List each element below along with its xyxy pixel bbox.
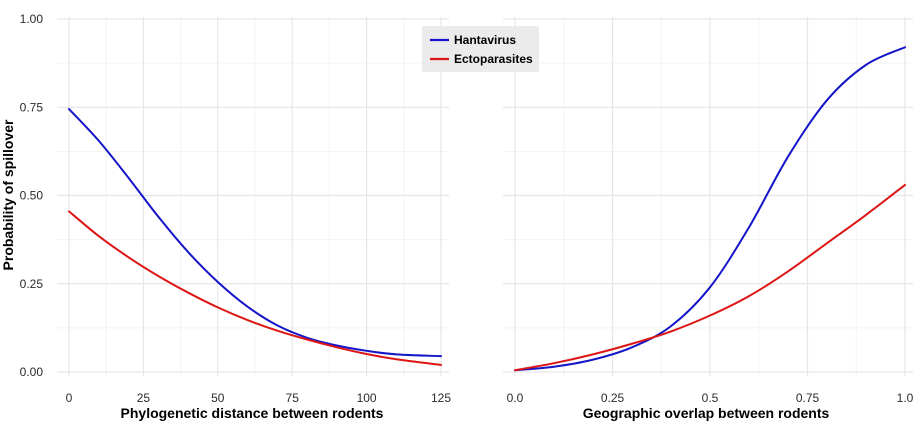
x-tick-label: 25 <box>137 391 151 405</box>
x-axis-title: Geographic overlap between rodents <box>583 405 830 421</box>
x-tick-label: 50 <box>211 391 225 405</box>
legend-label-hantavirus: Hantavirus <box>454 33 516 47</box>
y-tick-label: 0.00 <box>20 365 44 379</box>
y-tick-label: 1.00 <box>20 12 44 26</box>
y-tick-label: 0.75 <box>20 100 44 114</box>
legend-background <box>422 26 539 72</box>
y-tick-label: 0.25 <box>20 277 44 291</box>
legend: Hantavirus Ectoparasites <box>422 26 539 72</box>
y-tick-label: 0.50 <box>20 189 44 203</box>
x-tick-label: 0.25 <box>601 391 625 405</box>
x-axis-title: Phylogenetic distance between rodents <box>121 405 384 421</box>
x-tick-label: 125 <box>431 391 451 405</box>
y-axis-title: Probability of spillover <box>0 119 16 270</box>
left-panel: 0.00 0.25 0.50 0.75 1.00 0 25 50 75 100 125 Phyloge… <box>20 12 452 421</box>
x-tick-label: 75 <box>286 391 300 405</box>
x-tick-label: 0.0 <box>507 391 524 405</box>
series-line-ectoparasites <box>514 183 906 372</box>
x-tick-label: 1.0 <box>897 391 914 405</box>
x-tick-label: 0.5 <box>702 391 719 405</box>
series-line-hantavirus <box>514 46 906 372</box>
right-panel: 0.0 0.25 0.5 0.75 1.0 Geographic overlap betw… <box>503 17 914 421</box>
legend-label-ectoparasites: Ectoparasites <box>454 52 533 66</box>
x-tick-label: 100 <box>357 391 377 405</box>
series-line-hantavirus <box>68 108 442 358</box>
x-tick-label: 0.75 <box>796 391 820 405</box>
x-tick-label: 0 <box>66 391 73 405</box>
series-line-ectoparasites <box>68 210 442 366</box>
